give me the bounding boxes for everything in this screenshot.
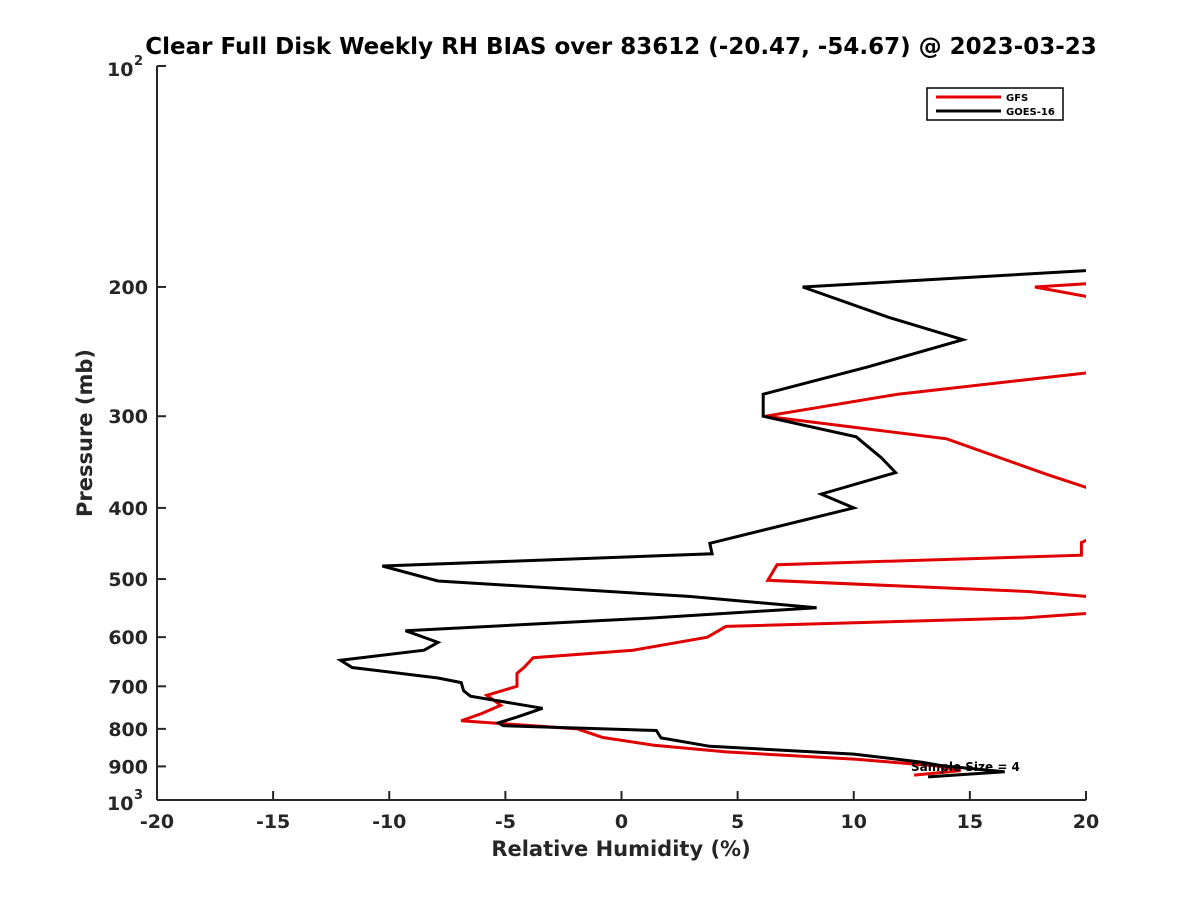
y-bottom-label-base: 10 <box>107 793 133 815</box>
sample-size-annotation: Sample Size = 4 <box>911 760 1020 774</box>
x-tick-label: -5 <box>495 811 516 833</box>
y-tick-label: 900 <box>108 756 148 778</box>
y-bottom-label-exp: 3 <box>134 788 143 803</box>
legend: GFS GOES-16 <box>926 87 1064 121</box>
x-tick-label: 5 <box>731 811 744 833</box>
y-top-label-exp: 2 <box>134 54 143 69</box>
x-tick-label: 15 <box>957 811 983 833</box>
y-tick-label: 800 <box>108 719 148 741</box>
y-tick-label: 500 <box>108 569 148 591</box>
y-tick-label: 200 <box>108 277 148 299</box>
series-line-gfs <box>460 282 1086 777</box>
legend-gfs-label: GFS <box>1006 93 1028 104</box>
y-ticks: 200 300 400 500 600 700 800 900 <box>108 65 166 801</box>
x-tick-label: -15 <box>256 811 290 833</box>
x-ticks: -20 -15 -10 -5 0 5 10 15 20 <box>140 791 1099 833</box>
x-tick-label: 20 <box>1073 811 1099 833</box>
x-tick-label: -10 <box>372 811 406 833</box>
x-tick-label: 0 <box>615 811 628 833</box>
chart-title: Clear Full Disk Weekly RH BIAS over 8361… <box>145 34 1097 60</box>
y-tick-label: 600 <box>108 627 148 649</box>
y-tick-label: 400 <box>108 498 148 520</box>
y-tick-label: 700 <box>108 676 148 698</box>
x-tick-label: -20 <box>140 811 174 833</box>
x-axis-label: Relative Humidity (%) <box>491 837 750 861</box>
y-axis-label: Pressure (mb) <box>73 349 97 517</box>
series-layer <box>336 269 1086 779</box>
series-line-goes-16 <box>336 269 1086 779</box>
x-tick-label: 10 <box>841 811 867 833</box>
y-top-label-base: 10 <box>107 59 133 81</box>
y-tick-label: 300 <box>108 406 148 428</box>
legend-box <box>926 87 1064 121</box>
legend-goes16-label: GOES-16 <box>1006 107 1055 118</box>
